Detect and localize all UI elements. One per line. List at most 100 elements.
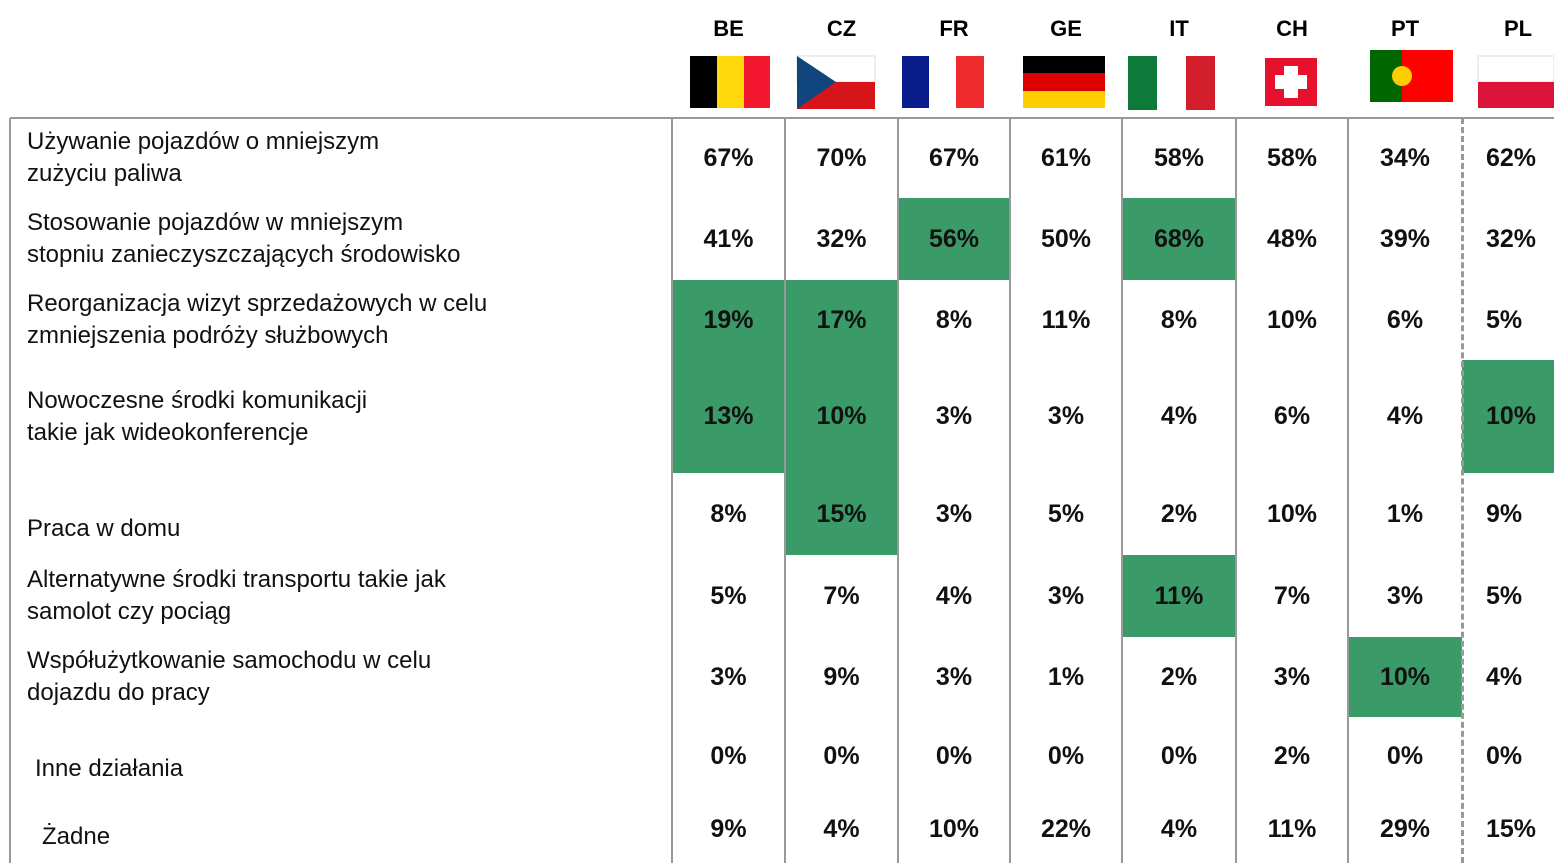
value-cell: 5%	[1486, 305, 1523, 334]
value-cell: 3%	[935, 499, 973, 528]
value-cell: 34%	[1379, 143, 1431, 172]
column-header: FR	[939, 16, 969, 41]
value-cell: 2%	[1160, 662, 1198, 691]
value-cell: 32%	[816, 224, 867, 253]
row-label-line: zmniejszenia podróży służbowych	[27, 322, 389, 349]
row-label: Żadne	[42, 795, 682, 853]
highlight-cell	[1348, 637, 1462, 717]
value-cell: 10%	[1379, 662, 1431, 691]
value-cell: 0%	[1160, 741, 1198, 770]
highlight-cell	[898, 198, 1010, 280]
row-label: Stosowanie pojazdów w mniejszym stopniu z…	[27, 198, 667, 280]
value-cell: 39%	[1379, 224, 1431, 253]
row-label-line: Współużytkowanie samochodu w celu	[27, 647, 432, 674]
flag-pl	[1477, 55, 1554, 108]
row-label: Używanie pojazdów o mniejszym zużyciu pal…	[27, 118, 667, 198]
value-cell: 3%	[935, 662, 973, 691]
value-cell: 13%	[703, 402, 754, 430]
value-cell: 3%	[710, 662, 747, 691]
row-label-line: takie jak wideokonferencje	[27, 418, 309, 446]
value-cell: 5%	[710, 581, 747, 610]
value-cell: 1%	[1386, 499, 1424, 528]
row-label-line: Inne działania	[35, 755, 184, 782]
value-cell: 2%	[1273, 741, 1311, 770]
column-rule	[897, 118, 899, 863]
value-cell: 67%	[928, 143, 980, 172]
column-header: BE	[713, 16, 744, 41]
value-cell: 9%	[1486, 499, 1523, 528]
column-rule	[1347, 118, 1349, 863]
row-label: Reorganizacja wizyt sprzedażowych w celu…	[27, 280, 667, 360]
value-cell: 32%	[1486, 224, 1537, 253]
highlight-cell	[1122, 198, 1236, 280]
highlight-cell	[672, 360, 785, 473]
column-header: PT	[1390, 16, 1420, 41]
value-cell: 4%	[1386, 402, 1424, 430]
value-cell: 7%	[1273, 581, 1311, 610]
row-label-line: Alternatywne środki transportu takie jak	[27, 566, 446, 593]
value-cell: 3%	[1047, 581, 1085, 610]
value-cell: 8%	[935, 305, 973, 334]
highlight-cell	[785, 473, 898, 555]
value-cell: 50%	[1040, 224, 1092, 253]
flag-be	[690, 56, 770, 108]
value-cell: 0%	[1486, 741, 1523, 770]
value-cell: 29%	[1379, 814, 1431, 843]
value-cell: 70%	[816, 143, 867, 172]
column-header: IT	[1169, 16, 1189, 41]
value-cell: 0%	[1386, 741, 1424, 770]
flag-ch	[1265, 58, 1317, 106]
value-cell: 1%	[1047, 662, 1085, 691]
value-cell: 2%	[1160, 499, 1198, 528]
row-label: Praca w domu	[27, 473, 667, 545]
value-cell: 10%	[1266, 305, 1318, 334]
row-label-line: Używanie pojazdów o mniejszym	[27, 128, 380, 155]
value-cell: 0%	[1047, 741, 1085, 770]
value-cell: 15%	[816, 499, 867, 528]
value-cell: 61%	[1040, 143, 1092, 172]
value-cell: 58%	[1266, 143, 1318, 172]
value-cell: 11%	[1154, 581, 1204, 610]
value-cell: 6%	[1273, 402, 1311, 430]
value-cell: 4%	[1160, 402, 1198, 430]
value-cell: 3%	[935, 402, 973, 430]
value-cell: 19%	[703, 305, 754, 334]
value-cell: 17%	[816, 305, 867, 334]
value-cell: 56%	[928, 224, 980, 253]
value-cell: 58%	[1153, 143, 1205, 172]
highlight-cell	[785, 280, 898, 360]
value-cell: 3%	[1273, 662, 1311, 691]
column-rule	[1461, 118, 1464, 863]
value-cell: 7%	[823, 581, 860, 610]
value-cell: 10%	[1486, 402, 1537, 430]
row-label-line: Nowoczesne środki komunikacji	[27, 386, 368, 414]
column-header: CZ	[826, 16, 857, 41]
flag-ge	[1023, 56, 1105, 108]
value-cell: 5%	[1047, 499, 1085, 528]
value-cell: 9%	[710, 814, 747, 843]
row-label-line: stopniu zanieczyszczających środowisko	[27, 241, 461, 268]
value-cell: 3%	[1047, 402, 1085, 430]
value-cell: 11%	[1041, 305, 1091, 334]
flag-cz	[796, 55, 876, 109]
value-cell: 9%	[823, 662, 860, 691]
row-label-line: Żadne	[42, 823, 111, 850]
value-cell: 48%	[1266, 224, 1318, 253]
value-cell: 41%	[703, 224, 754, 253]
value-cell: 8%	[710, 499, 747, 528]
row-label-line: Reorganizacja wizyt sprzedażowych w celu	[27, 290, 488, 317]
value-cell: 4%	[1486, 662, 1523, 691]
value-cell: 11%	[1267, 814, 1317, 843]
value-cell: 62%	[1486, 143, 1537, 172]
highlight-cell	[1122, 555, 1236, 637]
row-label: Inne działania	[35, 717, 675, 785]
column-header: CH	[1276, 16, 1308, 41]
row-label: Alternatywne środki transportu takie jak…	[27, 555, 667, 637]
value-cell: 15%	[1486, 814, 1537, 843]
highlight-cell	[672, 280, 785, 360]
value-cell: 10%	[1266, 499, 1318, 528]
highlight-cell	[1462, 360, 1554, 473]
value-cell: 4%	[823, 814, 860, 843]
